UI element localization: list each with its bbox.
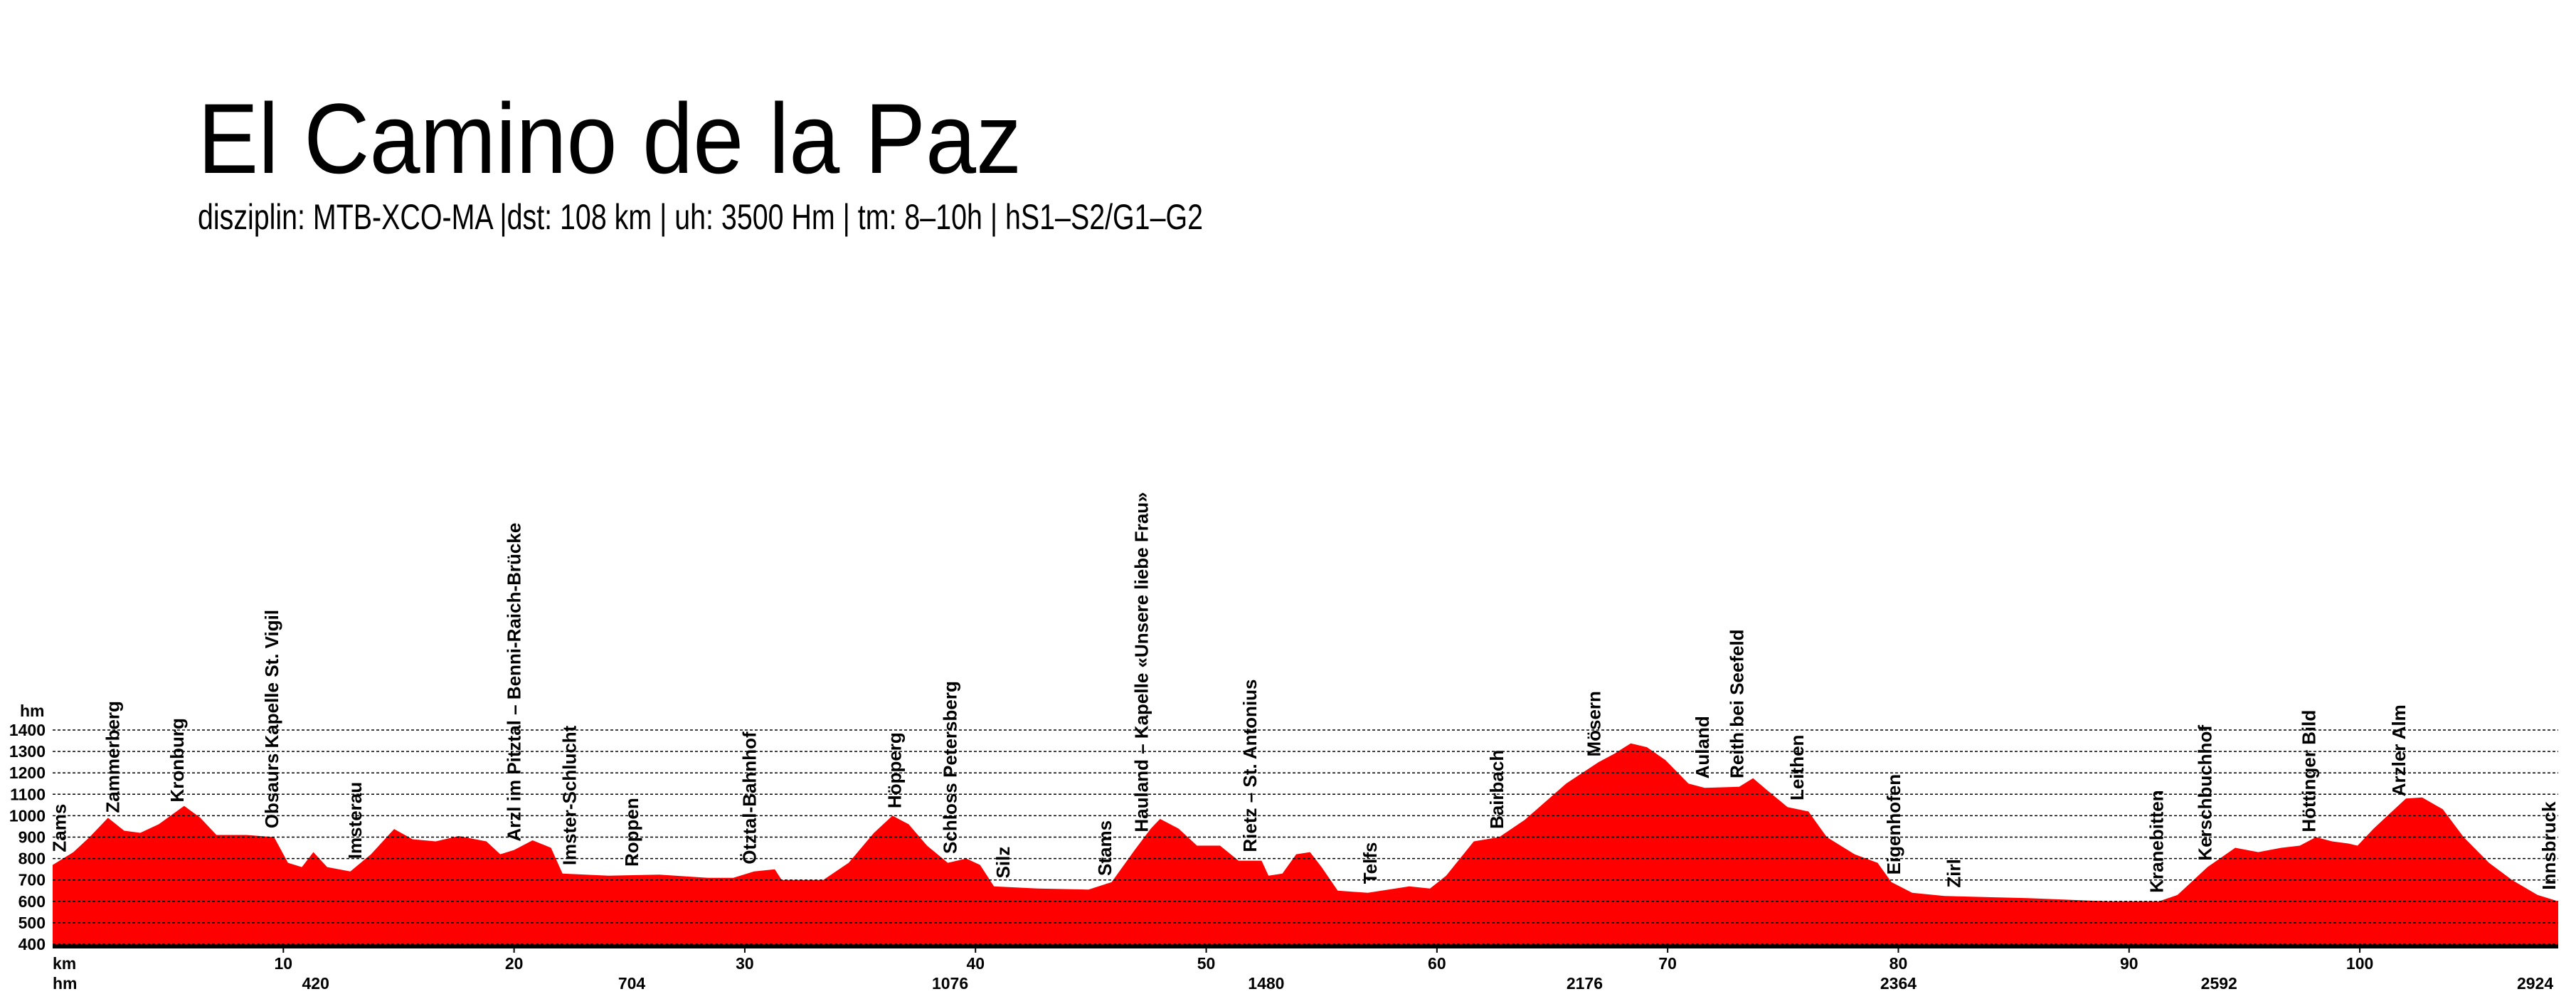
- climb-mark: 2364: [1880, 974, 1917, 993]
- waypoint-label: Eigenhofen: [1883, 774, 1904, 875]
- waypoint-label: Leithen: [1786, 735, 1808, 800]
- x-tick-label: 60: [1428, 954, 1446, 973]
- climb-mark: 1076: [932, 974, 968, 993]
- x-tick-label: 100: [2346, 954, 2373, 973]
- waypoint-label: Höpperg: [884, 732, 906, 808]
- waypoint-label: Arzl im Pitztal – Benni-Raich-Brücke: [504, 523, 525, 842]
- y-tick-label: 400: [18, 935, 46, 953]
- y-tick-label: 800: [18, 850, 46, 868]
- y-tick-label: 1000: [9, 806, 46, 825]
- x-tick-label: 20: [505, 954, 524, 973]
- waypoint-label: Zirl: [1943, 859, 1964, 887]
- x-tick-label: 40: [966, 954, 985, 973]
- x-tick-label: 80: [1889, 954, 1908, 973]
- x-axis-bar: [53, 944, 2558, 948]
- waypoint-label: Silz: [992, 847, 1014, 879]
- elevation-area: [53, 743, 2558, 944]
- waypoint-label: Zammerberg: [102, 701, 123, 813]
- waypoint-label: Rietz – St. Antonius: [1239, 679, 1261, 852]
- waypoint-label: Innsbruck: [2538, 801, 2560, 890]
- y-tick-label: 900: [18, 828, 46, 847]
- waypoint-label: Ötztal-Bahnhof: [738, 731, 760, 865]
- y-tick-label: 1300: [9, 742, 46, 761]
- waypoint-label: Kronburg: [166, 718, 188, 802]
- y-axis-label: hm: [20, 702, 45, 720]
- waypoint-label: Stams: [1094, 820, 1115, 876]
- y-tick-label: 1100: [10, 785, 46, 803]
- climb-mark: 2176: [1567, 974, 1603, 993]
- waypoint-label: Imsterau: [344, 782, 366, 859]
- y-tick-label: 1200: [9, 763, 46, 782]
- waypoint-label: Zams: [49, 804, 70, 852]
- chart-title: El Camino de la Paz: [198, 83, 1022, 194]
- waypoint-label: Schloss Petersberg: [940, 681, 961, 854]
- waypoint-label: Bairbach: [1486, 750, 1507, 829]
- climb-mark: 704: [618, 974, 646, 993]
- x-tick-label: 50: [1197, 954, 1216, 973]
- waypoint-label: Telfs: [1359, 842, 1381, 884]
- y-tick-label: 1400: [9, 721, 46, 739]
- waypoint-label: Kranebitten: [2146, 790, 2168, 892]
- waypoint-label: Roppen: [621, 798, 642, 867]
- y-tick-label: 700: [18, 871, 46, 889]
- climb-mark: 2924: [2517, 974, 2553, 993]
- waypoint-label: Reith bei Seefeld: [1726, 629, 1747, 778]
- climb-label: hm: [53, 974, 78, 993]
- x-tick-label: 70: [1658, 954, 1677, 973]
- waypoint-label: Kerschbuchhof: [2195, 725, 2216, 861]
- x-tick-label: 30: [736, 954, 754, 973]
- y-tick-label: 600: [18, 892, 46, 911]
- waypoint-label: Höttinger Bild: [2299, 710, 2320, 832]
- climb-mark: 1480: [1248, 974, 1284, 993]
- climb-mark: 2592: [2201, 974, 2237, 993]
- waypoint-label: Auland: [1692, 716, 1713, 778]
- x-tick-label: 10: [275, 954, 293, 973]
- waypoint-label: Arzler Alm: [2388, 704, 2410, 796]
- waypoint-label: Obsaurs Kapelle St. Vigil: [261, 610, 282, 828]
- chart-subtitle: disziplin: MTB-XCO-MA |dst: 108 km | uh:…: [198, 197, 1203, 237]
- x-axis-label: km: [53, 954, 76, 973]
- y-tick-label: 500: [18, 914, 46, 932]
- x-tick-label: 90: [2120, 954, 2138, 973]
- climb-mark: 420: [302, 974, 329, 993]
- waypoint-label: Imster-Schlucht: [559, 725, 581, 865]
- waypoint-label: Hauland – Kapelle «Unsere liebe Frau»: [1131, 492, 1152, 832]
- waypoint-label: Mösern: [1583, 691, 1604, 756]
